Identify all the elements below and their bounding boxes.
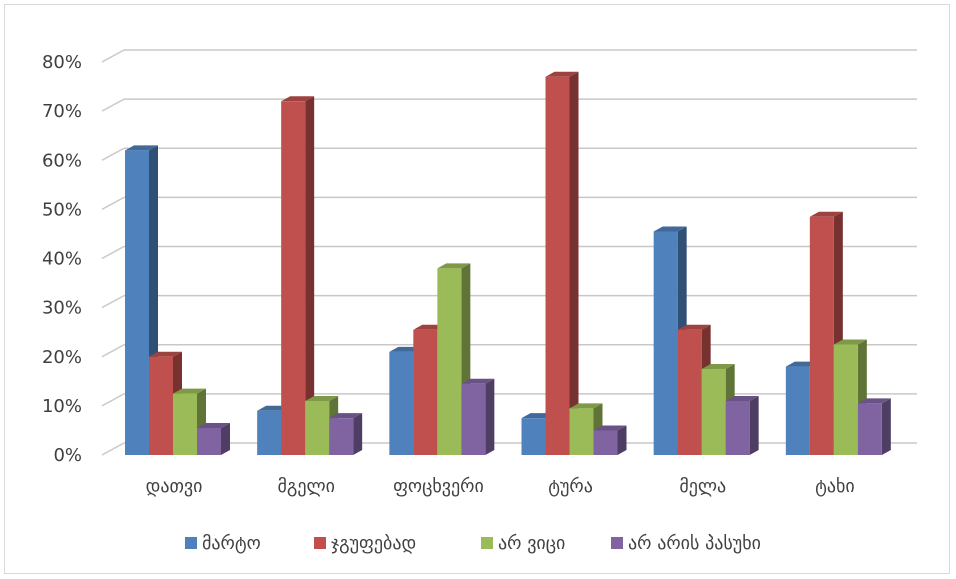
legend-label: ჯგუფებად xyxy=(331,533,416,554)
bar-front xyxy=(125,150,149,456)
y-tick-label: 50% xyxy=(42,199,82,220)
legend-label: არ არის პასუხი xyxy=(628,533,761,554)
x-category-label: მგელი xyxy=(278,476,335,497)
bar xyxy=(125,145,158,456)
bar-top xyxy=(197,422,230,428)
x-category-label: ფოცხვერი xyxy=(393,476,484,497)
bar-front xyxy=(197,427,221,455)
bar-front xyxy=(149,356,173,455)
bar xyxy=(329,413,363,455)
bar-front xyxy=(569,408,594,455)
bar-front xyxy=(413,329,438,455)
bar-side xyxy=(617,425,627,455)
bar-front xyxy=(857,403,882,455)
bar-front xyxy=(173,393,197,455)
y-tick-label: 0% xyxy=(53,445,82,466)
legend: მარტო ჯგუფებად არ ვიცი არ არის პასუხი xyxy=(185,533,761,554)
bar-front xyxy=(281,101,306,456)
bar-side xyxy=(305,96,315,456)
bar-top xyxy=(809,211,843,217)
gridline-depth xyxy=(101,393,125,407)
bar-front xyxy=(701,369,726,455)
bar-top xyxy=(593,425,627,431)
bar xyxy=(593,425,627,455)
legend-label: არ ვიცი xyxy=(498,533,565,554)
bar xyxy=(281,96,315,456)
bar-front xyxy=(437,268,462,455)
bars xyxy=(125,71,891,456)
bar-side xyxy=(353,413,363,455)
legend-swatch xyxy=(611,537,623,549)
y-tick-label: 70% xyxy=(42,101,82,122)
bar-side xyxy=(881,398,891,455)
gridlines xyxy=(101,49,917,456)
bar xyxy=(197,422,230,455)
bar-front xyxy=(809,216,834,455)
bar-front xyxy=(257,410,282,455)
bar-front xyxy=(785,366,810,455)
x-category-label: ტურა xyxy=(548,476,593,497)
legend-swatch xyxy=(185,537,197,549)
x-axis-categories: დათვი მგელი ფოცხვერი ტურა მელა ტახი xyxy=(146,476,855,497)
gridline-depth xyxy=(101,442,125,456)
bar-top xyxy=(125,145,158,151)
bar-top xyxy=(725,395,759,401)
gridline-depth xyxy=(101,49,125,63)
bar-top xyxy=(653,226,687,232)
bar-front xyxy=(653,231,678,455)
bar-front xyxy=(305,400,330,455)
bar xyxy=(857,398,891,455)
bar-top xyxy=(833,339,867,345)
bar-top xyxy=(149,351,182,357)
gridline-depth xyxy=(101,245,125,260)
bar-top xyxy=(329,413,363,419)
legend-swatch xyxy=(314,537,326,549)
bar xyxy=(305,395,339,455)
bar-top xyxy=(281,96,315,102)
x-category-label: ტახი xyxy=(815,476,855,497)
bar-front xyxy=(593,430,618,455)
bar-side xyxy=(221,422,230,455)
y-tick-label: 40% xyxy=(42,249,82,270)
bar-top xyxy=(173,388,206,394)
y-axis-ticks: 0% 10% 20% 30% 40% 50% 60% 70% 80% xyxy=(42,52,82,466)
bar-top xyxy=(461,378,495,384)
bar-top xyxy=(857,398,891,404)
bar-front xyxy=(461,383,486,455)
gridline-depth xyxy=(101,196,125,211)
gridline-depth xyxy=(101,344,125,358)
bar xyxy=(461,378,495,455)
gridline-depth xyxy=(101,98,125,112)
y-tick-label: 60% xyxy=(42,150,82,171)
bar-side xyxy=(749,395,759,455)
y-tick-label: 10% xyxy=(42,396,82,417)
bar-front xyxy=(677,329,702,455)
bar-side xyxy=(485,378,495,455)
gridline-depth xyxy=(101,147,125,161)
bar-front xyxy=(545,76,570,456)
x-category-label: დათვი xyxy=(146,476,203,497)
y-tick-label: 30% xyxy=(42,298,82,319)
bar-front xyxy=(833,344,858,455)
legend-label: მარტო xyxy=(202,533,261,554)
bar-top xyxy=(305,395,339,401)
bar-top xyxy=(701,364,735,370)
gridline-depth xyxy=(101,294,125,309)
bar xyxy=(545,71,579,456)
y-tick-label: 20% xyxy=(42,347,82,368)
y-tick-label: 80% xyxy=(42,52,82,73)
bar-top xyxy=(437,263,471,269)
bar-front xyxy=(329,418,354,455)
bar-front xyxy=(725,400,750,455)
bar-front xyxy=(521,418,546,455)
bar-front xyxy=(389,351,414,455)
bar-top xyxy=(569,403,603,409)
bar-side xyxy=(569,71,579,456)
bar xyxy=(725,395,759,455)
x-category-label: მელა xyxy=(679,476,726,497)
bar-top xyxy=(545,71,579,77)
bar-top xyxy=(677,324,711,330)
legend-swatch xyxy=(481,537,493,549)
